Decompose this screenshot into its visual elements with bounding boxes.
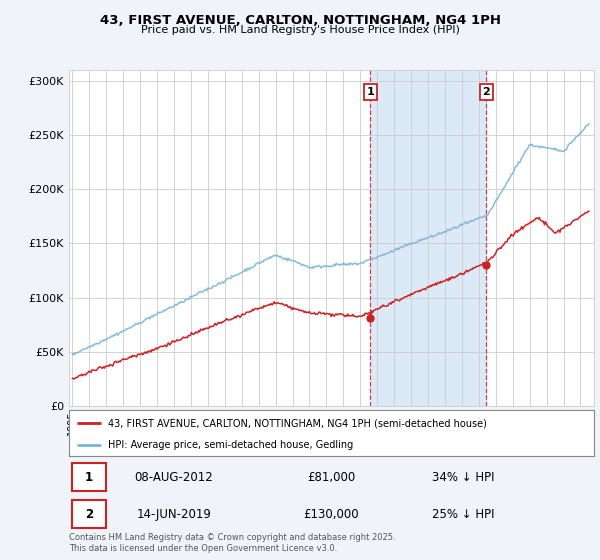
FancyBboxPatch shape bbox=[71, 501, 106, 528]
Text: Contains HM Land Registry data © Crown copyright and database right 2025.
This d: Contains HM Land Registry data © Crown c… bbox=[69, 533, 395, 553]
Text: 14-JUN-2019: 14-JUN-2019 bbox=[137, 507, 211, 521]
Text: 08-AUG-2012: 08-AUG-2012 bbox=[134, 470, 214, 484]
Text: 1: 1 bbox=[85, 470, 93, 484]
FancyBboxPatch shape bbox=[71, 464, 106, 491]
Text: 2: 2 bbox=[85, 507, 93, 521]
Text: 34% ↓ HPI: 34% ↓ HPI bbox=[431, 470, 494, 484]
Text: 43, FIRST AVENUE, CARLTON, NOTTINGHAM, NG4 1PH (semi-detached house): 43, FIRST AVENUE, CARLTON, NOTTINGHAM, N… bbox=[109, 418, 487, 428]
Text: HPI: Average price, semi-detached house, Gedling: HPI: Average price, semi-detached house,… bbox=[109, 440, 353, 450]
Text: Price paid vs. HM Land Registry's House Price Index (HPI): Price paid vs. HM Land Registry's House … bbox=[140, 25, 460, 35]
Bar bbox=[370, 70, 487, 406]
Text: 1: 1 bbox=[367, 87, 374, 97]
Text: 2: 2 bbox=[482, 87, 490, 97]
Text: £81,000: £81,000 bbox=[307, 470, 356, 484]
Text: 43, FIRST AVENUE, CARLTON, NOTTINGHAM, NG4 1PH: 43, FIRST AVENUE, CARLTON, NOTTINGHAM, N… bbox=[100, 14, 500, 27]
Text: £130,000: £130,000 bbox=[304, 507, 359, 521]
Text: 25% ↓ HPI: 25% ↓ HPI bbox=[431, 507, 494, 521]
